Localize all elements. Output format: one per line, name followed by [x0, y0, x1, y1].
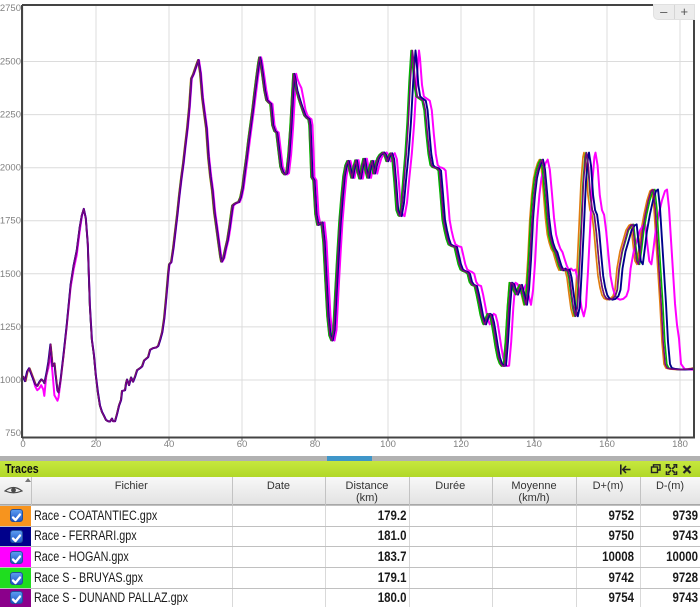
- svg-text:750: 750: [5, 428, 21, 439]
- svg-text:60: 60: [237, 439, 248, 450]
- svg-text:2000: 2000: [0, 163, 21, 174]
- svg-text:140: 140: [526, 439, 542, 450]
- svg-text:160: 160: [599, 439, 615, 450]
- svg-text:2750: 2750: [0, 3, 21, 14]
- svg-text:1500: 1500: [0, 269, 21, 280]
- svg-text:1750: 1750: [0, 216, 21, 227]
- svg-text:100: 100: [380, 439, 396, 450]
- svg-text:1000: 1000: [0, 375, 21, 386]
- svg-text:180: 180: [672, 439, 688, 450]
- svg-text:2250: 2250: [0, 110, 21, 121]
- svg-text:2500: 2500: [0, 57, 21, 68]
- svg-text:120: 120: [453, 439, 469, 450]
- svg-text:40: 40: [164, 439, 175, 450]
- svg-text:20: 20: [91, 439, 102, 450]
- svg-text:0: 0: [20, 439, 25, 450]
- svg-text:80: 80: [310, 439, 321, 450]
- svg-text:1250: 1250: [0, 322, 21, 333]
